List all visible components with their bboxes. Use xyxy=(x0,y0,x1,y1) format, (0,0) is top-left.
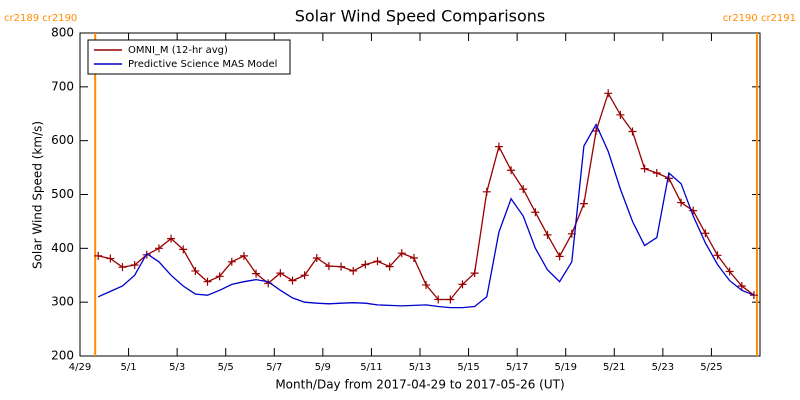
data-point xyxy=(94,251,103,260)
x-tick-label: 5/11 xyxy=(360,362,382,373)
y-tick-label: 700 xyxy=(51,79,74,93)
data-point xyxy=(349,266,358,275)
data-point xyxy=(106,254,115,263)
data-point xyxy=(725,267,734,276)
y-tick-label: 600 xyxy=(51,133,74,147)
data-point xyxy=(519,185,528,194)
data-point xyxy=(458,280,467,289)
x-tick-label: 5/23 xyxy=(652,362,674,373)
legend-box xyxy=(87,39,291,75)
legend-label: Predictive Science MAS Model xyxy=(128,59,277,70)
data-point xyxy=(422,280,431,289)
data-point xyxy=(628,127,637,136)
data-point xyxy=(361,260,370,269)
data-point xyxy=(749,291,758,300)
legend-label: OMNI_M (12-hr avg) xyxy=(128,45,228,56)
data-point xyxy=(337,262,346,271)
x-tick-label: 5/25 xyxy=(700,362,722,373)
chart-title: Solar Wind Speed Comparisons xyxy=(295,7,546,26)
y-tick-label: 400 xyxy=(51,241,74,255)
data-point xyxy=(494,142,503,151)
rotation-label: cr2189 cr2190 xyxy=(4,13,77,24)
data-point xyxy=(397,249,406,258)
data-point xyxy=(288,276,297,285)
x-tick-label: 4/29 xyxy=(69,362,91,373)
data-point xyxy=(470,269,479,278)
rotation-label: cr2190 cr2191 xyxy=(723,13,796,24)
y-tick-label: 300 xyxy=(51,295,74,309)
data-point xyxy=(191,266,200,275)
data-point xyxy=(118,263,127,272)
data-point xyxy=(252,269,261,278)
data-point xyxy=(203,277,212,286)
data-point xyxy=(579,199,588,208)
x-tick-label: 5/7 xyxy=(266,362,282,373)
data-point xyxy=(239,251,248,260)
x-tick-label: 5/3 xyxy=(169,362,185,373)
data-point xyxy=(482,187,491,196)
x-tick-label: 5/19 xyxy=(554,362,576,373)
x-tick-label: 5/5 xyxy=(218,362,234,373)
data-point xyxy=(701,229,710,238)
y-tick-label: 800 xyxy=(51,26,74,40)
data-point xyxy=(324,262,333,271)
data-point xyxy=(385,262,394,271)
x-tick-label: 5/1 xyxy=(121,362,137,373)
data-point xyxy=(446,295,455,304)
data-point xyxy=(531,208,540,217)
data-point xyxy=(300,271,309,280)
y-tick-label: 200 xyxy=(51,349,74,363)
data-point xyxy=(737,282,746,291)
data-point xyxy=(409,254,418,263)
data-point xyxy=(555,252,564,261)
y-tick-label: 500 xyxy=(51,187,74,201)
data-point xyxy=(179,245,188,254)
plot-frame xyxy=(79,32,761,357)
data-point xyxy=(312,254,321,263)
data-point xyxy=(434,295,443,304)
data-point xyxy=(507,166,516,175)
data-point xyxy=(713,251,722,260)
data-point xyxy=(167,234,176,243)
data-point xyxy=(677,198,686,207)
data-point xyxy=(130,261,139,270)
data-point xyxy=(652,168,661,177)
data-point xyxy=(616,110,625,119)
x-tick-label: 5/13 xyxy=(409,362,431,373)
x-axis-label: Month/Day from 2017-04-29 to 2017-05-26 … xyxy=(275,378,564,392)
x-tick-label: 5/21 xyxy=(603,362,625,373)
series-line xyxy=(97,123,755,309)
data-point xyxy=(373,257,382,266)
data-point xyxy=(215,272,224,281)
data-point xyxy=(154,244,163,253)
x-tick-label: 5/15 xyxy=(457,362,479,373)
data-point xyxy=(543,230,552,239)
data-point xyxy=(604,89,613,98)
series-line xyxy=(98,91,755,301)
x-tick-label: 5/9 xyxy=(315,362,331,373)
y-axis-label: Solar Wind Speed (km/s) xyxy=(31,121,45,269)
data-point xyxy=(640,164,649,173)
data-point xyxy=(276,269,285,278)
data-point xyxy=(227,257,236,266)
x-tick-label: 5/17 xyxy=(506,362,528,373)
